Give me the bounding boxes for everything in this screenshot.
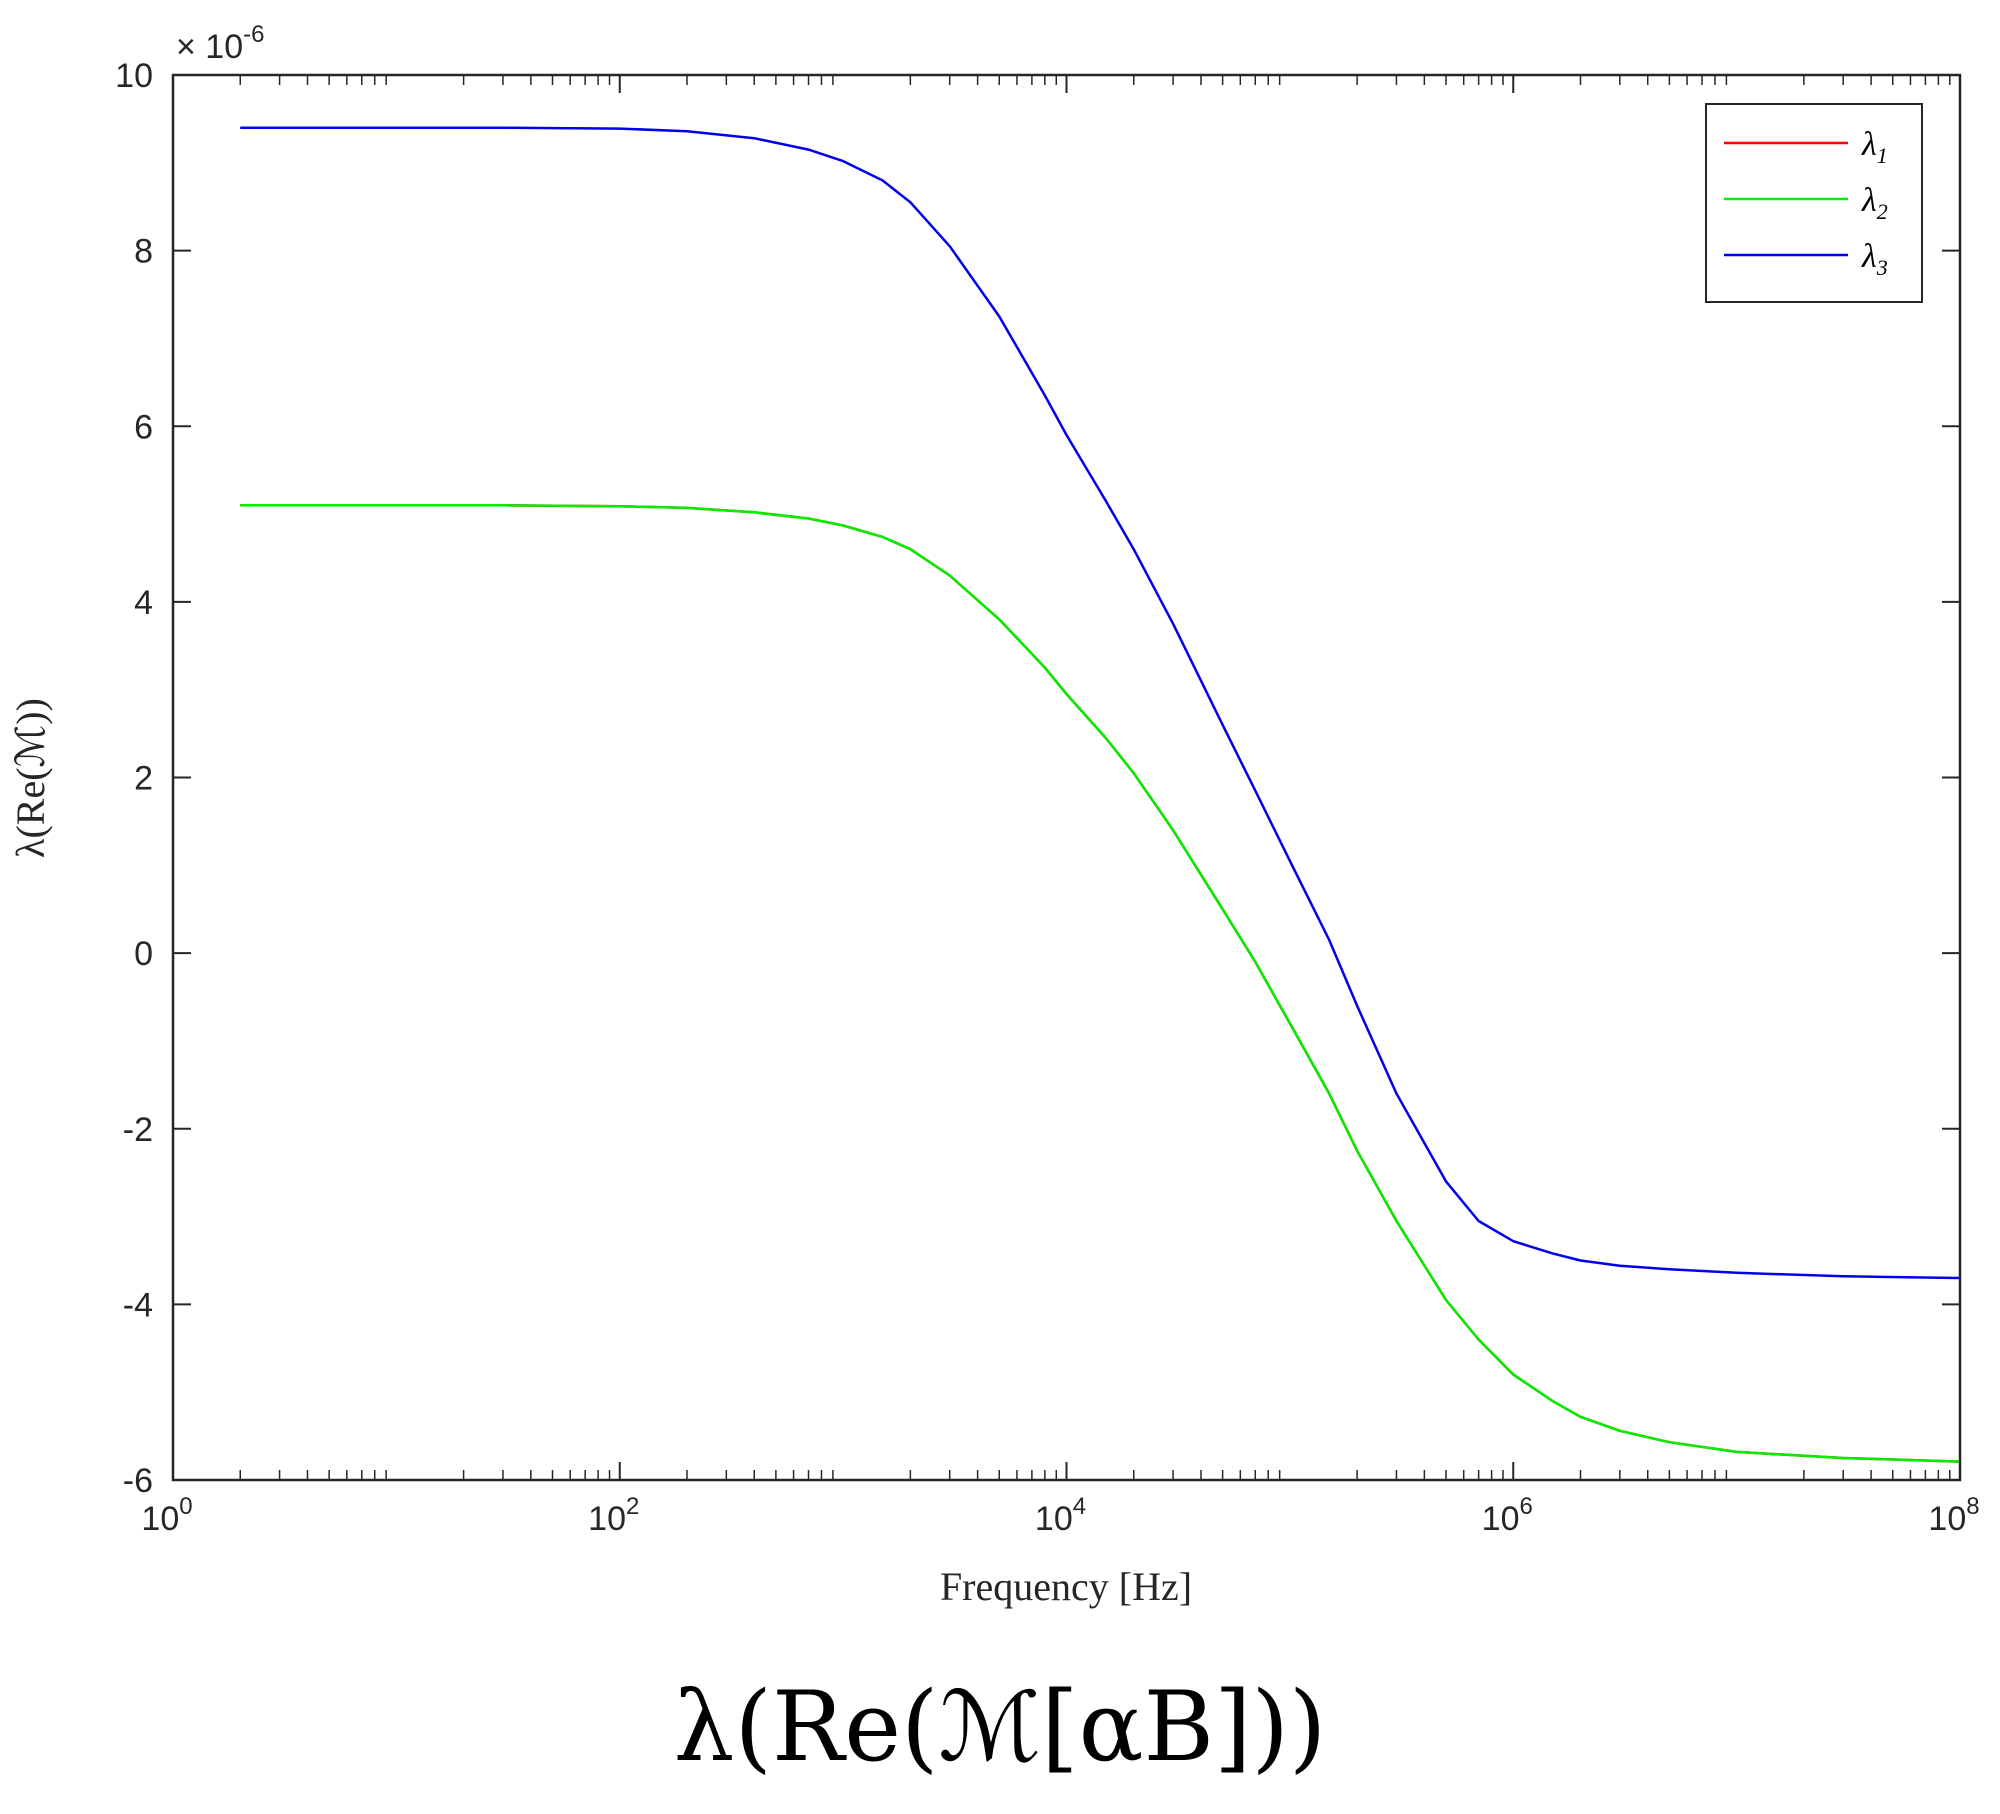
y-axis-label: λ(Re(ℳ)) <box>8 698 53 858</box>
y-tick-label: 6 <box>134 408 153 446</box>
y-multiplier-base: × 10 <box>176 28 243 66</box>
legend-symbol: λ <box>1861 182 1877 219</box>
y-multiplier-exponent: -6 <box>243 21 264 48</box>
y-tick-label: -2 <box>123 1111 153 1149</box>
legend-box <box>1705 103 1923 303</box>
legend-label-3: λ3 <box>1861 238 1888 280</box>
x-tick-exponent: 6 <box>1519 1493 1532 1520</box>
x-tick-label: 100 <box>141 1493 192 1538</box>
series-line-2 <box>240 504 1961 1463</box>
x-minor-ticks <box>239 75 1951 1480</box>
legend-subscript: 2 <box>1877 199 1888 224</box>
x-tick-exponent: 8 <box>1966 1493 1979 1520</box>
x-tick-exponent: 2 <box>626 1493 639 1520</box>
legend-label-1: λ1 <box>1861 126 1888 168</box>
legend-label-2: λ2 <box>1861 182 1888 224</box>
figure-caption: λ(Re(ℳ[αB])) <box>674 1671 1327 1783</box>
legend-subscript: 3 <box>1876 255 1888 280</box>
y-tick-label: 2 <box>134 760 153 798</box>
x-tick-base: 10 <box>1035 1500 1073 1538</box>
y-tick-label: -6 <box>123 1462 153 1500</box>
x-tick-base: 10 <box>141 1500 179 1538</box>
plot-frame <box>171 73 1962 1482</box>
x-axis-label: Frequency [Hz] <box>940 1564 1192 1609</box>
x-tick-base: 10 <box>588 1500 626 1538</box>
y-tick-label: 10 <box>115 57 153 95</box>
series-line-3 <box>240 126 1961 1280</box>
legend-subscript: 1 <box>1877 143 1888 168</box>
y-tick-label: 0 <box>134 935 153 973</box>
x-tick-label: 108 <box>1928 1493 1979 1538</box>
x-tick-base: 10 <box>1928 1500 1966 1538</box>
plot-area <box>173 75 1960 1480</box>
y-tick-label: -4 <box>123 1286 153 1324</box>
x-tick-base: 10 <box>1482 1500 1520 1538</box>
x-tick-label: 104 <box>1035 1493 1086 1538</box>
series-lines <box>240 126 1961 1463</box>
x-tick-exponent: 0 <box>179 1493 192 1520</box>
y-tick-labels: -6 -4 -2 0 2 4 6 8 10 <box>115 57 153 1500</box>
y-tick-label: 8 <box>134 233 153 271</box>
y-multiplier: × 10-6 <box>176 21 264 66</box>
legend-symbol: λ <box>1861 126 1877 163</box>
x-tick-exponent: 4 <box>1073 1493 1086 1520</box>
legend-symbol: λ <box>1861 238 1877 275</box>
x-tick-label: 102 <box>588 1493 639 1538</box>
x-tick-labels: 100 102 104 106 108 <box>141 1493 1979 1538</box>
x-tick-label: 106 <box>1482 1493 1533 1538</box>
y-tick-label: 4 <box>134 584 153 622</box>
